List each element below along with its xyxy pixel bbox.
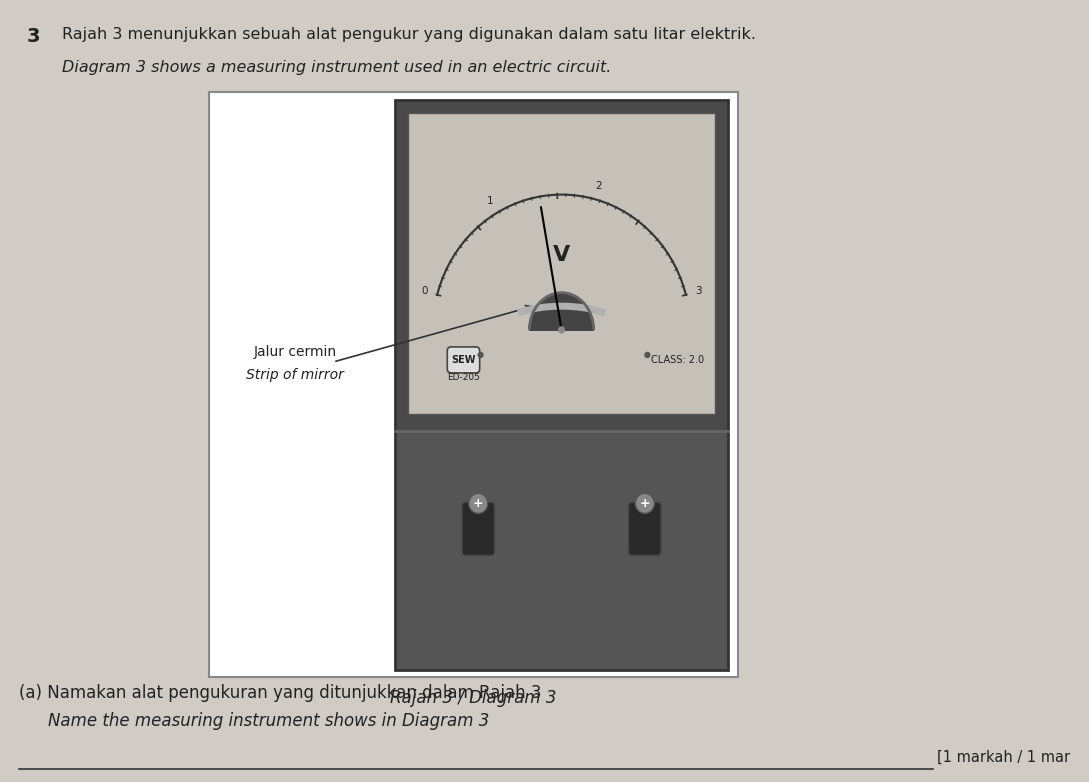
Text: V: V: [553, 246, 571, 265]
Text: 1: 1: [487, 196, 493, 206]
Text: Name the measuring instrument shows in Diagram 3: Name the measuring instrument shows in D…: [48, 712, 489, 730]
Text: Rajah 3 / Diagram 3: Rajah 3 / Diagram 3: [390, 689, 556, 707]
Circle shape: [559, 327, 564, 333]
FancyBboxPatch shape: [395, 431, 729, 670]
Text: Diagram 3 shows a measuring instrument used in an electric circuit.: Diagram 3 shows a measuring instrument u…: [62, 60, 611, 75]
Text: ED-205: ED-205: [448, 374, 480, 382]
Text: Rajah 3 menunjukkan sebuah alat pengukur yang digunakan dalam satu litar elektri: Rajah 3 menunjukkan sebuah alat pengukur…: [62, 27, 756, 42]
FancyBboxPatch shape: [448, 347, 479, 373]
Text: 2: 2: [595, 181, 601, 191]
FancyBboxPatch shape: [395, 100, 729, 431]
FancyBboxPatch shape: [209, 92, 737, 677]
Text: 3: 3: [26, 27, 40, 46]
Text: CLASS: 2.0: CLASS: 2.0: [651, 355, 705, 365]
Polygon shape: [529, 292, 594, 330]
Text: 0: 0: [421, 286, 428, 296]
FancyBboxPatch shape: [628, 502, 661, 555]
FancyBboxPatch shape: [408, 113, 714, 414]
Circle shape: [478, 353, 484, 357]
Text: 3: 3: [696, 286, 702, 296]
FancyBboxPatch shape: [462, 502, 494, 555]
Circle shape: [468, 493, 488, 513]
Circle shape: [645, 353, 650, 357]
Text: [1 markah / 1 mar: [1 markah / 1 mar: [938, 750, 1070, 765]
Text: Jalur cermin: Jalur cermin: [254, 345, 337, 359]
Text: (a) Namakan alat pengukuran yang ditunjukkan dalam Rajah 3: (a) Namakan alat pengukuran yang ditunju…: [19, 684, 541, 702]
Text: +: +: [639, 497, 650, 510]
Circle shape: [635, 493, 654, 513]
Text: +: +: [473, 497, 484, 510]
Text: Strip of mirror: Strip of mirror: [246, 368, 344, 382]
Text: SEW: SEW: [451, 355, 476, 365]
